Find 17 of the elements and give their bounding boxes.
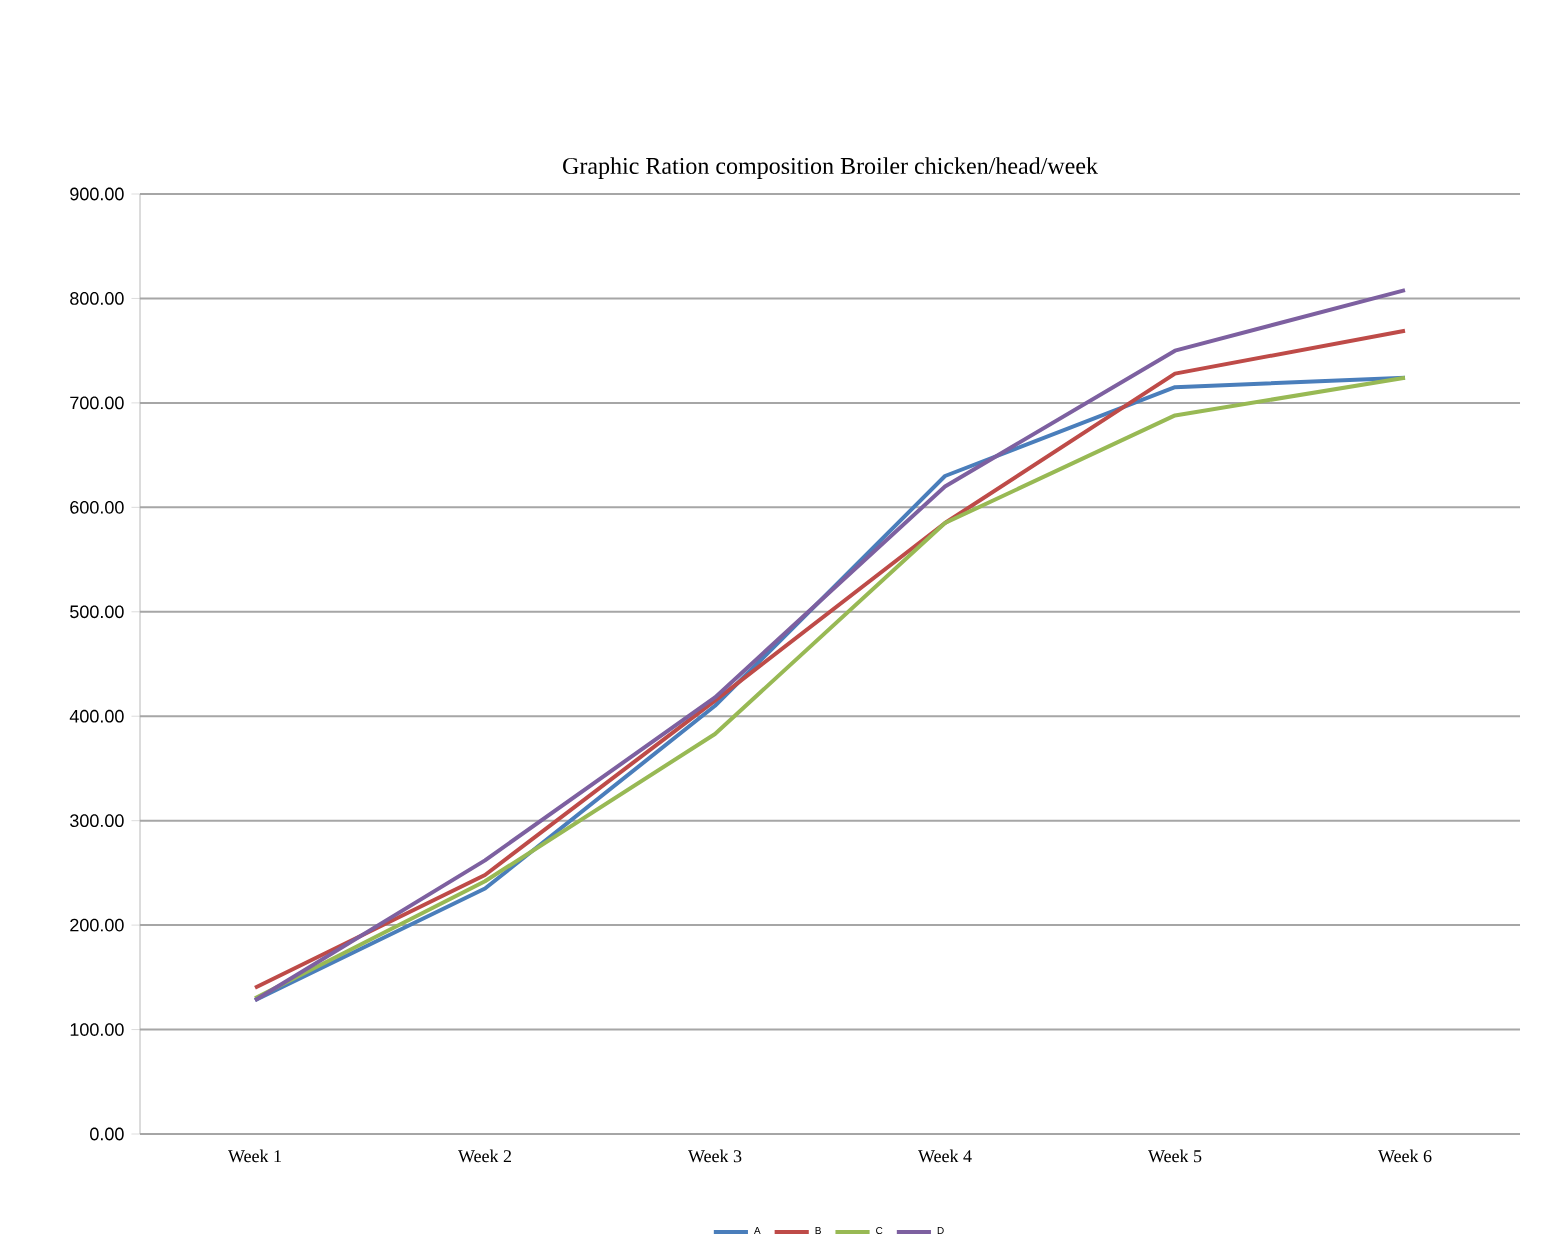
y-tick-label: 600.00	[70, 500, 124, 514]
y-tick-label: 900.00	[70, 187, 124, 201]
y-tick-label: 300.00	[70, 814, 124, 828]
chart-title: Graphic Ration composition Broiler chicken/head/week	[563, 157, 1099, 179]
x-tick-label: Week 3	[688, 1149, 742, 1163]
y-tick-label: 500.00	[70, 605, 124, 619]
x-tick-label: Week 1	[228, 1149, 281, 1163]
y-tick-label: 200.00	[70, 918, 124, 932]
x-tick-label: Week 5	[1148, 1149, 1202, 1163]
y-tick-label: 800.00	[70, 292, 124, 305]
y-tick-label: 700.00	[70, 396, 124, 410]
x-tick-label: Week 6	[1378, 1149, 1432, 1163]
y-tick-label: 100.00	[70, 1023, 124, 1036]
y-tick-label: 400.00	[69, 709, 124, 723]
x-tick-label: Week 2	[458, 1149, 512, 1163]
y-tick-label: 0.00	[90, 1127, 124, 1141]
x-tick-label: Week 4	[918, 1149, 972, 1163]
